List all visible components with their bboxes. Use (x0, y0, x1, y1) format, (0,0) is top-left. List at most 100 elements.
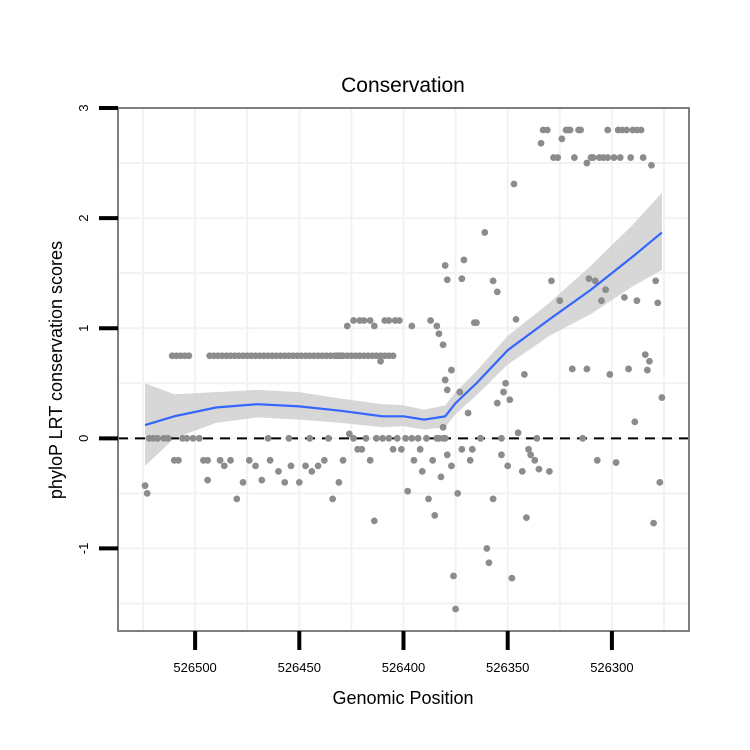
data-point (468, 445, 476, 453)
data-point (443, 386, 451, 394)
data-point (233, 495, 241, 503)
data-point (604, 126, 612, 134)
data-point (329, 495, 337, 503)
data-point (533, 434, 541, 442)
data-point (641, 351, 649, 359)
data-point (308, 467, 316, 475)
confidence-band (145, 192, 662, 466)
data-point (425, 495, 432, 503)
data-point (545, 467, 553, 475)
data-point (527, 451, 535, 459)
data-point (591, 277, 599, 285)
data-point (252, 462, 259, 470)
data-point (548, 277, 555, 285)
data-point (258, 476, 266, 484)
data-point (454, 489, 462, 497)
data-point (656, 478, 664, 486)
data-point (437, 473, 445, 481)
data-point (439, 341, 447, 349)
data-point (483, 545, 491, 552)
data-point (287, 462, 295, 470)
data-point (579, 434, 587, 442)
data-point (385, 317, 393, 324)
data-point (525, 445, 532, 453)
data-point (423, 434, 430, 442)
data-point (183, 434, 191, 442)
y-tick-label: -1 (76, 543, 91, 555)
data-point (285, 434, 293, 442)
data-point (427, 317, 434, 324)
data-point (460, 256, 468, 264)
data-point (658, 394, 666, 401)
data-point (631, 418, 639, 426)
data-point (385, 434, 393, 442)
data-point (204, 456, 212, 464)
data-point (502, 379, 510, 387)
data-point (508, 574, 516, 582)
data-point (264, 434, 272, 442)
data-point (650, 519, 657, 527)
data-point (339, 456, 347, 464)
data-point (408, 434, 416, 442)
data-point (506, 396, 514, 404)
data-point (393, 434, 401, 442)
data-point (639, 154, 647, 161)
data-point (433, 322, 441, 330)
x-tick-label: 526350 (486, 660, 529, 675)
data-point (566, 126, 574, 134)
data-point (216, 456, 224, 464)
data-point (441, 434, 449, 442)
data-point (377, 357, 384, 365)
data-point (498, 451, 505, 459)
data-point (466, 456, 474, 464)
data-point (654, 299, 662, 307)
data-point (335, 478, 343, 486)
data-point (389, 352, 397, 360)
data-point (558, 135, 566, 143)
data-point (373, 434, 380, 442)
data-point (370, 322, 378, 330)
data-point (295, 478, 303, 486)
data-point (343, 322, 351, 330)
y-tick-label: 2 (76, 214, 91, 221)
data-point (648, 161, 655, 169)
data-point (537, 139, 545, 147)
data-point (143, 489, 151, 497)
data-point (362, 434, 370, 442)
data-point (473, 319, 480, 327)
data-point (239, 478, 247, 486)
data-point (554, 154, 562, 161)
data-point (489, 495, 497, 503)
x-axis-ticks: 526500 526450 526400 526350 526300 (173, 631, 634, 675)
data-point (350, 434, 357, 442)
data-point (266, 456, 274, 464)
data-point (281, 478, 289, 486)
data-point (531, 456, 539, 464)
data-point (404, 487, 412, 495)
data-point (302, 462, 309, 470)
data-point (185, 352, 193, 360)
data-point (379, 434, 387, 442)
data-point (416, 445, 424, 453)
data-point (441, 376, 449, 384)
data-point (589, 154, 597, 161)
data-point (625, 365, 632, 373)
data-point (195, 434, 203, 442)
data-point (204, 476, 212, 484)
data-point (175, 456, 182, 464)
data-point (443, 276, 451, 284)
data-point (275, 467, 282, 475)
data-point (345, 430, 353, 438)
data-point (568, 365, 576, 373)
data-point (485, 559, 493, 567)
y-tick-label: 0 (76, 435, 91, 442)
data-point (464, 409, 472, 417)
x-tick-label: 526300 (590, 660, 633, 675)
data-point (606, 371, 614, 378)
y-tick-label: 1 (76, 325, 91, 332)
data-point (633, 297, 641, 305)
data-point (410, 456, 418, 464)
data-point (402, 434, 409, 442)
data-point (593, 456, 601, 464)
